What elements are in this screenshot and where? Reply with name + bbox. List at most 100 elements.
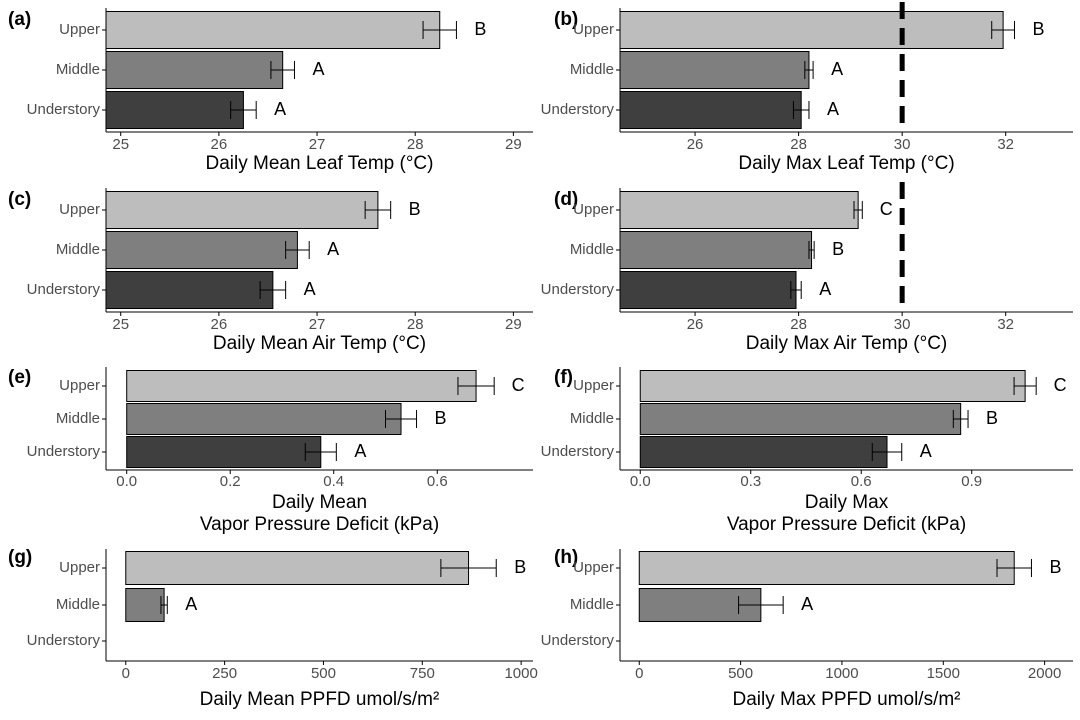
- category-label: Upper: [573, 559, 614, 576]
- x-tick-label: 25: [112, 316, 129, 333]
- category-label: Upper: [573, 21, 614, 38]
- x-tick-label: 28: [407, 316, 424, 333]
- category-label: Upper: [573, 377, 614, 394]
- category-label: Understory: [27, 101, 101, 118]
- bar-upper: [639, 370, 1026, 402]
- bar-middle: [619, 231, 813, 269]
- bar-middle: [639, 403, 962, 435]
- category-label: Middle: [570, 410, 614, 427]
- significance-letter: B: [474, 19, 486, 39]
- x-tick-label: 0.6: [851, 473, 872, 490]
- category-label: Upper: [573, 201, 614, 218]
- category-label: Middle: [56, 61, 100, 78]
- x-tick-label: 32: [997, 136, 1014, 153]
- x-axis-title: Daily Mean Leaf Temp (°C): [206, 153, 434, 174]
- significance-letter: B: [832, 239, 844, 259]
- category-label: Understory: [541, 281, 615, 298]
- x-tick-label: 28: [790, 316, 807, 333]
- x-tick-label: 0.3: [740, 473, 761, 490]
- category-label: Upper: [59, 559, 100, 576]
- significance-letter: B: [514, 557, 526, 577]
- x-tick-label: 25: [112, 136, 129, 153]
- category-label: Upper: [59, 21, 100, 38]
- category-label: Middle: [570, 596, 614, 613]
- bar-understory: [619, 91, 802, 129]
- x-axis-title: Daily Max PPFD umol/s/m²: [732, 689, 960, 710]
- bar-upper: [619, 11, 1004, 49]
- panel-a: (a) Understory A Middle A Upper B 25 26 27 28 29 Dai…: [8, 8, 533, 174]
- panel-c: (c) Understory A Middle A Upper B 25 26 27 28 29 Dai…: [8, 188, 533, 354]
- category-label: Understory: [541, 101, 615, 118]
- significance-letter: C: [1054, 375, 1067, 395]
- significance-letter: C: [880, 199, 893, 219]
- panel-tag: (b): [554, 9, 578, 30]
- x-tick-label: 29: [505, 136, 522, 153]
- category-label: Understory: [541, 443, 615, 460]
- x-tick-label: 500: [728, 665, 753, 682]
- x-tick-label: 30: [894, 136, 911, 153]
- x-tick-label: 0.6: [427, 473, 448, 490]
- x-tick-label: 27: [309, 136, 326, 153]
- significance-letter: A: [185, 594, 197, 614]
- panel-f: (f) Understory A Middle B Upper C 0.0 0.3 0.6 0.9 D…: [541, 367, 1073, 535]
- bar-understory: [639, 436, 888, 468]
- x-tick-label: 500: [311, 665, 336, 682]
- category-label: Middle: [570, 241, 614, 258]
- x-tick-label: 28: [407, 136, 424, 153]
- significance-letter: A: [354, 441, 366, 461]
- bar-middle: [126, 403, 402, 435]
- bar-understory: [619, 271, 797, 309]
- category-label: Middle: [56, 241, 100, 258]
- x-tick-label: 29: [505, 316, 522, 333]
- significance-letter: B: [986, 408, 998, 428]
- significance-letter: A: [801, 594, 813, 614]
- significance-letter: A: [274, 99, 286, 119]
- category-label: Upper: [59, 377, 100, 394]
- category-label: Middle: [570, 61, 614, 78]
- panel-tag: (f): [554, 367, 573, 388]
- category-label: Middle: [56, 410, 100, 427]
- bar-understory: [105, 91, 244, 129]
- x-tick-label: 250: [212, 665, 237, 682]
- x-tick-label: 1000: [504, 665, 537, 682]
- category-label: Upper: [59, 201, 100, 218]
- x-tick-label: 0.2: [220, 473, 241, 490]
- x-tick-label: 1000: [825, 665, 858, 682]
- x-tick-label: 0: [122, 665, 130, 682]
- significance-letter: A: [327, 239, 339, 259]
- x-tick-label: 26: [687, 316, 704, 333]
- panel-tag: (e): [8, 367, 31, 388]
- significance-letter: A: [827, 99, 839, 119]
- x-tick-label: 0.0: [630, 473, 651, 490]
- x-tick-label: 32: [997, 316, 1014, 333]
- bar-upper: [638, 551, 1015, 585]
- significance-letter: A: [831, 59, 843, 79]
- bar-upper: [105, 11, 441, 49]
- significance-letter: A: [304, 279, 316, 299]
- x-axis-title: Daily Max Leaf Temp (°C): [738, 153, 954, 174]
- category-label: Understory: [27, 281, 101, 298]
- bar-upper: [125, 551, 470, 585]
- significance-letter: A: [312, 59, 324, 79]
- significance-letter: B: [1049, 557, 1061, 577]
- significance-letter: B: [1032, 19, 1044, 39]
- x-tick-label: 0.9: [961, 473, 982, 490]
- bar-middle: [105, 231, 298, 269]
- significance-letter: A: [920, 441, 932, 461]
- panel-e: (e) Understory A Middle B Upper C 0.0 0.2 0.4 0.6 D…: [8, 367, 533, 535]
- x-axis-title: Daily Mean Air Temp (°C): [213, 333, 426, 354]
- x-axis-title: Vapor Pressure Deficit (kPa): [727, 514, 966, 535]
- category-label: Middle: [56, 596, 100, 613]
- bar-upper: [619, 191, 859, 229]
- x-axis-title: Vapor Pressure Deficit (kPa): [200, 514, 439, 535]
- panel-tag: (h): [554, 547, 578, 568]
- x-axis-title: Daily Max Air Temp (°C): [746, 333, 948, 354]
- panel-b: (b) Understory A Middle A Upper B 26 28 30 32 Daily…: [541, 2, 1073, 174]
- x-tick-label: 30: [894, 316, 911, 333]
- significance-letter: C: [512, 375, 525, 395]
- panel-tag: (g): [8, 547, 32, 568]
- panel-d: (d) Understory A Middle B Upper C 26 28 30 32 Daily…: [541, 182, 1073, 354]
- x-axis-title: Daily Mean PPFD umol/s/m²: [200, 689, 440, 710]
- bar-understory: [105, 271, 274, 309]
